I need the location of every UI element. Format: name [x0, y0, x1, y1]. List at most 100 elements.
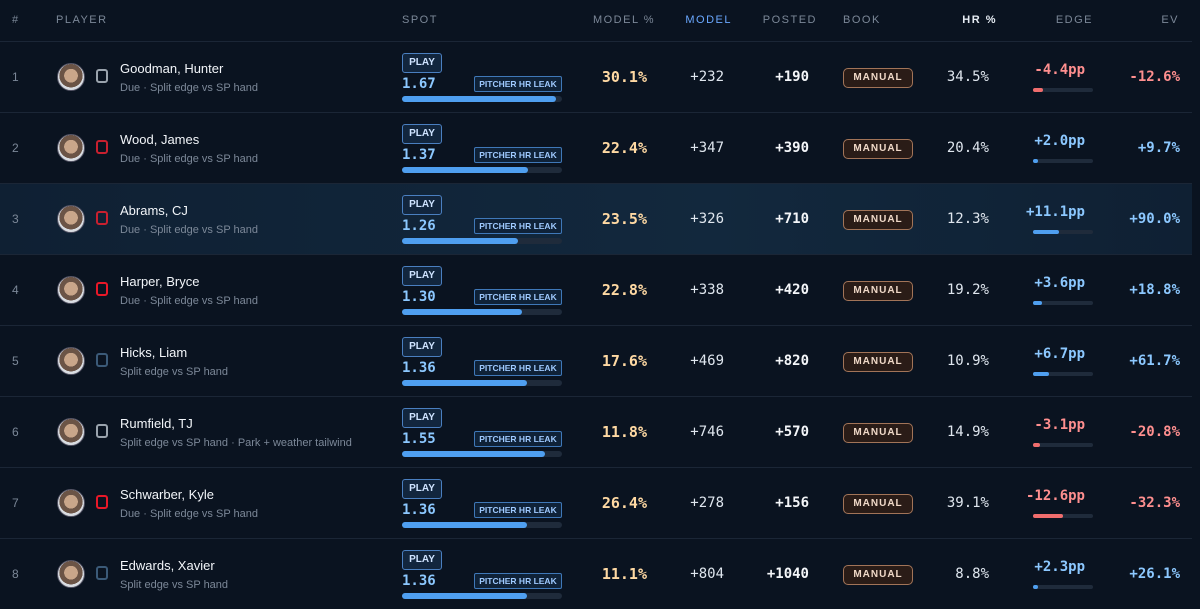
team-logo [96, 424, 108, 438]
edge: +6.7pp [1034, 346, 1085, 362]
avatar [57, 347, 85, 375]
hr-pct: 19.2% [946, 282, 989, 298]
spot-tag: PITCHER HR LEAK [474, 289, 562, 305]
spot-value: 1.26 [402, 218, 436, 234]
rank: 5 [12, 354, 19, 368]
column-header: HR % [962, 14, 997, 26]
edge-bar [1033, 514, 1063, 518]
spot-value: 1.36 [402, 360, 436, 376]
edge-bar-track [1033, 230, 1093, 234]
player-note: Due · Split edge vs SP hand [120, 82, 258, 94]
book-badge: MANUAL [843, 210, 913, 230]
model-pct: 22.4% [601, 139, 647, 157]
model-odds: +469 [690, 353, 724, 369]
play-badge: PLAY [402, 124, 442, 144]
player-name: Wood, James [120, 132, 200, 147]
play-badge: PLAY [402, 53, 442, 73]
edge-bar-track [1033, 443, 1093, 447]
edge: +2.0pp [1034, 133, 1085, 149]
column-header: EDGE [1055, 14, 1093, 26]
model-odds: +326 [690, 211, 724, 227]
player-name: Abrams, CJ [120, 203, 188, 218]
spot-bar-track [402, 451, 562, 457]
posted-odds: +820 [775, 353, 809, 369]
spot-value: 1.37 [402, 147, 436, 163]
player-note: Due · Split edge vs SP hand [120, 295, 258, 307]
ev: +18.8% [1129, 282, 1180, 298]
spot-bar [402, 380, 528, 386]
player-name: Edwards, Xavier [120, 558, 215, 573]
spot-bar-track [402, 593, 562, 599]
posted-odds: +420 [775, 282, 809, 298]
play-badge: PLAY [402, 266, 442, 286]
edge: +2.3pp [1034, 559, 1085, 575]
spot-bar [402, 238, 518, 244]
spot-bar-track [402, 522, 562, 528]
avatar [57, 63, 85, 91]
player-name: Hicks, Liam [120, 345, 188, 360]
column-header: # [12, 14, 20, 26]
hr-pct: 12.3% [946, 211, 989, 227]
model-odds: +746 [690, 424, 724, 440]
table-row: 8 Edwards, Xavier Split edge vs SP hand PLA… [0, 538, 1192, 609]
play-badge: PLAY [402, 550, 442, 570]
team-logo [96, 211, 108, 225]
book-badge: MANUAL [843, 423, 913, 443]
model-pct: 11.1% [601, 565, 647, 583]
edge: -3.1pp [1034, 417, 1085, 433]
edge-bar [1033, 372, 1049, 376]
player-name: Rumfield, TJ [120, 416, 193, 431]
posted-odds: +156 [775, 495, 809, 511]
spot-value: 1.36 [402, 573, 436, 589]
table-row: 7 Schwarber, Kyle Due · Split edge vs SP h… [0, 467, 1192, 538]
book-badge: MANUAL [843, 139, 913, 159]
edge-bar-track [1033, 372, 1093, 376]
posted-odds: +570 [775, 424, 809, 440]
play-badge: PLAY [402, 337, 442, 357]
column-header: PLAYER [56, 14, 108, 26]
play-badge: PLAY [402, 408, 442, 428]
spot-bar [402, 309, 522, 315]
avatar [57, 276, 85, 304]
column-header: POSTED [762, 14, 817, 26]
spot-bar-track [402, 96, 562, 102]
table-row: 3 Abrams, CJ Due · Split edge vs SP hand PL… [0, 183, 1192, 254]
rank: 8 [12, 567, 19, 581]
edge-bar [1033, 443, 1041, 447]
avatar [57, 489, 85, 517]
hr-pct: 20.4% [946, 140, 989, 156]
posted-odds: +190 [775, 69, 809, 85]
spot-tag: PITCHER HR LEAK [474, 573, 562, 589]
spot-bar [402, 522, 528, 528]
table-row: 2 Wood, James Due · Split edge vs SP hand P… [0, 112, 1192, 183]
spot-tag: PITCHER HR LEAK [474, 147, 562, 163]
edge: -12.6pp [1025, 488, 1085, 504]
edge-bar-track [1033, 301, 1093, 305]
edge-bar [1033, 585, 1039, 589]
player-note: Due · Split edge vs SP hand [120, 224, 258, 236]
team-logo [96, 140, 108, 154]
player-name: Schwarber, Kyle [120, 487, 214, 502]
spot-tag: PITCHER HR LEAK [474, 76, 562, 92]
column-header: SPOT [402, 14, 438, 26]
ev: -20.8% [1129, 424, 1180, 440]
ev: +61.7% [1129, 353, 1180, 369]
spot-bar-track [402, 380, 562, 386]
team-logo [96, 495, 108, 509]
avatar [57, 205, 85, 233]
team-logo [96, 353, 108, 367]
edge-bar [1033, 301, 1042, 305]
spot-value: 1.36 [402, 502, 436, 518]
hr-pct: 10.9% [946, 353, 989, 369]
column-header: MODEL [685, 14, 732, 26]
book-badge: MANUAL [843, 565, 913, 585]
table-row: 5 Hicks, Liam Split edge vs SP hand PLAY 1.3… [0, 325, 1192, 396]
table-row: 1 Goodman, Hunter Due · Split edge vs SP h… [0, 41, 1192, 112]
hr-pct: 8.8% [955, 566, 989, 582]
spot-bar [402, 451, 545, 457]
model-odds: +347 [690, 140, 724, 156]
posted-odds: +390 [775, 140, 809, 156]
spot-bar-track [402, 238, 562, 244]
book-badge: MANUAL [843, 352, 913, 372]
